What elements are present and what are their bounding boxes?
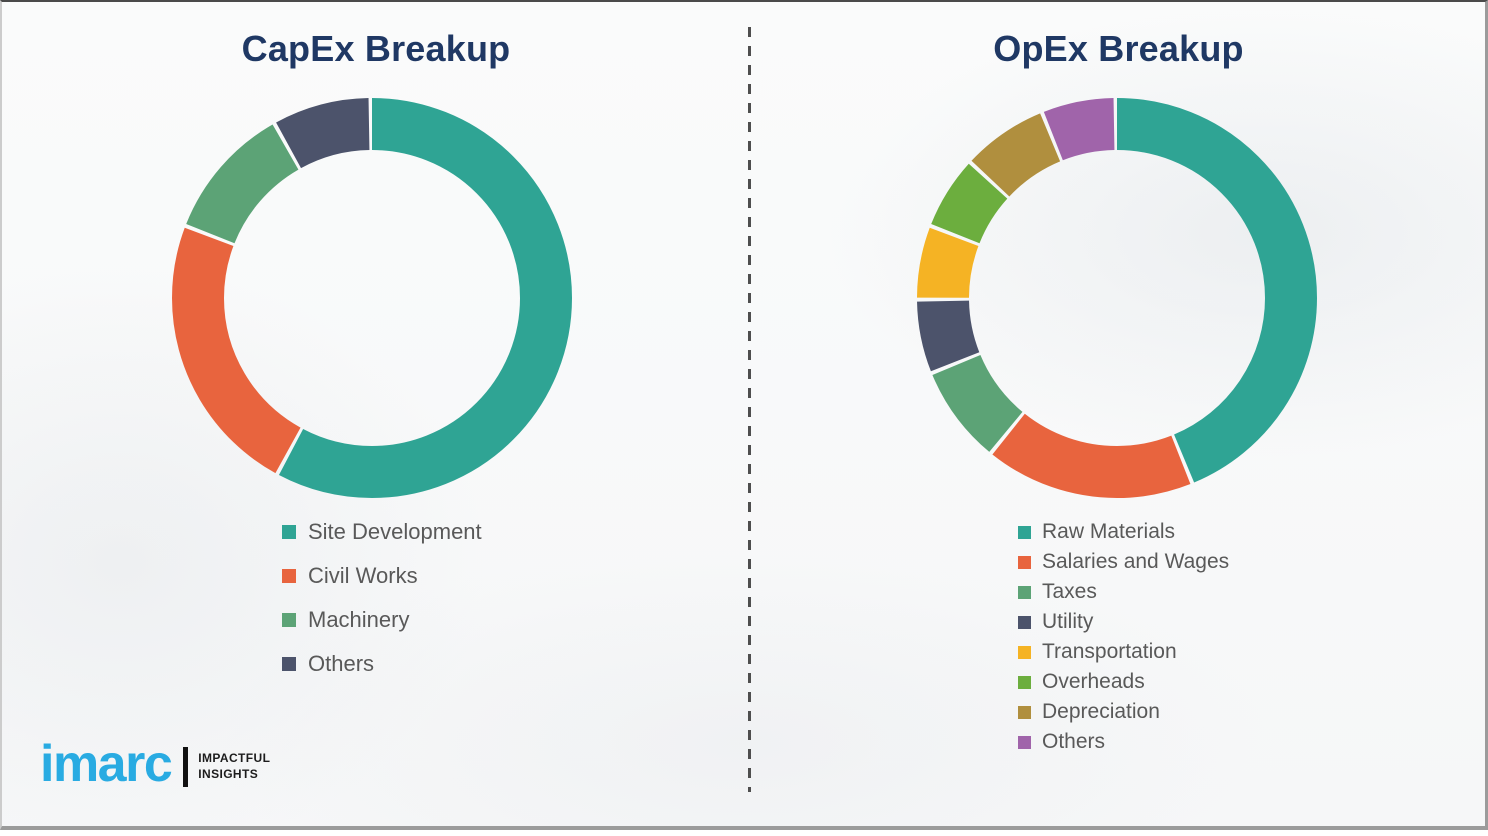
- opex-legend: Raw Materials Salaries and Wages Taxes Util…: [1018, 517, 1229, 757]
- capex-donut-chart: [172, 98, 572, 498]
- legend-label: Others: [1042, 730, 1106, 753]
- legend-swatch: [1018, 615, 1031, 629]
- legend-swatch: [282, 525, 296, 539]
- legend-swatch: [1018, 555, 1031, 569]
- legend-item-salaries-and-wages: Salaries and Wages: [1018, 547, 1229, 577]
- legend-swatch: [1018, 705, 1031, 719]
- capex-legend: Site Development Civil Works Machinery Othe…: [282, 510, 482, 686]
- legend-label: Transportation: [1042, 640, 1177, 663]
- legend-swatch: [1018, 645, 1031, 659]
- imarc-logo-tagline: IMPACTFUL INSIGHTS: [198, 751, 270, 782]
- legend-swatch: [1018, 585, 1031, 599]
- opex-donut-chart: [917, 98, 1317, 498]
- donut-segment-salaries-and-wages: [917, 98, 1317, 498]
- capex-section: CapEx Breakup Site Development Civil Work…: [2, 2, 750, 826]
- legend-label: Utility: [1042, 610, 1094, 633]
- legend-swatch: [282, 569, 296, 583]
- legend-label: Others: [308, 651, 375, 676]
- legend-label: Overheads: [1042, 670, 1145, 693]
- legend-item-civil-works: Civil Works: [282, 554, 482, 598]
- legend-swatch: [1018, 735, 1031, 749]
- legend-item-transportation: Transportation: [1018, 637, 1229, 667]
- imarc-logo: imarc IMPACTFUL INSIGHTS: [40, 738, 270, 790]
- legend-item-raw-materials: Raw Materials: [1018, 517, 1229, 547]
- legend-label: Taxes: [1042, 580, 1097, 603]
- legend-item-utility: Utility: [1018, 607, 1229, 637]
- opex-section: OpEx Breakup Raw Materials Salaries and W…: [750, 2, 1487, 826]
- vertical-dashed-divider: [748, 27, 751, 792]
- imarc-logo-divider-bar: [183, 747, 189, 787]
- legend-label: Depreciation: [1042, 700, 1160, 723]
- legend-item-depreciation: Depreciation: [1018, 697, 1229, 727]
- legend-item-overheads: Overheads: [1018, 667, 1229, 697]
- imarc-tagline-line2: INSIGHTS: [198, 767, 259, 781]
- legend-label: Machinery: [308, 607, 410, 632]
- legend-label: Salaries and Wages: [1042, 550, 1230, 573]
- legend-swatch: [282, 613, 296, 627]
- legend-item-site-development: Site Development: [282, 510, 482, 554]
- donut-segment-raw-materials: [917, 98, 1317, 498]
- imarc-logo-wordmark: imarc: [40, 735, 173, 793]
- legend-item-others: Others: [282, 642, 482, 686]
- imarc-tagline-line1: IMPACTFUL: [198, 751, 271, 766]
- capex-chart-title: CapEx Breakup: [241, 28, 511, 69]
- legend-item-taxes: Taxes: [1018, 577, 1229, 607]
- donut-segment-site-development: [172, 98, 572, 498]
- legend-swatch: [1018, 525, 1031, 539]
- opex-chart-title: OpEx Breakup: [993, 28, 1244, 69]
- legend-label: Civil Works: [308, 563, 418, 588]
- legend-item-others: Others: [1018, 727, 1229, 757]
- legend-item-machinery: Machinery: [282, 598, 482, 642]
- legend-label: Raw Materials: [1042, 520, 1176, 543]
- legend-label: Site Development: [308, 519, 482, 544]
- donut-segment-civil-works: [172, 98, 572, 498]
- legend-swatch: [282, 657, 296, 671]
- legend-swatch: [1018, 675, 1031, 689]
